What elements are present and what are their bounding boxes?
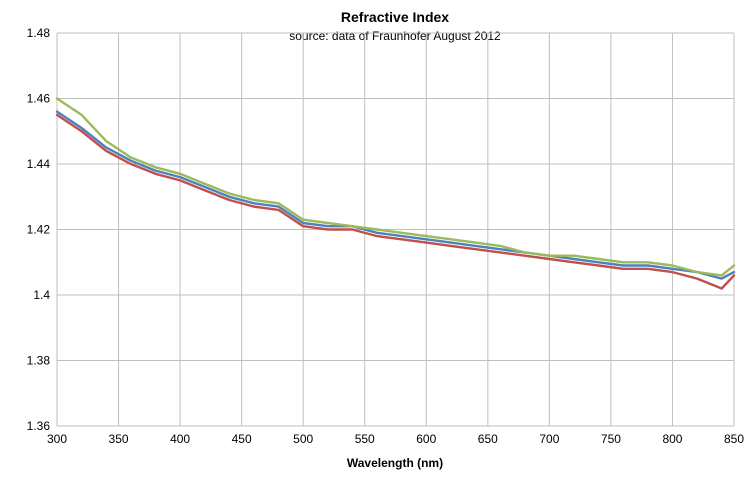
y-tick-label: 1.42 xyxy=(27,223,51,237)
chart-title: Refractive Index xyxy=(341,9,449,25)
x-tick-label: 600 xyxy=(416,432,436,446)
x-axis-label: Wavelength (nm) xyxy=(347,456,443,470)
y-tick-label: 1.36 xyxy=(27,419,51,433)
x-tick-label: 550 xyxy=(355,432,375,446)
y-axis-ticks: 1.36 1.38 1.4 1.42 1.44 1.46 1.48 xyxy=(27,26,51,433)
y-tick-label: 1.46 xyxy=(27,92,51,106)
chart-subtitle: source: data of Fraunhofer August 2012 xyxy=(289,29,501,43)
x-tick-label: 450 xyxy=(232,432,252,446)
x-tick-label: 800 xyxy=(662,432,682,446)
x-tick-label: 850 xyxy=(724,432,744,446)
x-tick-label: 400 xyxy=(170,432,190,446)
data-series xyxy=(55,97,736,290)
y-tick-label: 1.4 xyxy=(33,288,50,302)
x-tick-label: 300 xyxy=(47,432,67,446)
x-tick-label: 500 xyxy=(293,432,313,446)
x-axis-ticks: 300 350 400 450 500 550 600 650 700 750 800 850 xyxy=(47,432,744,446)
x-tick-label: 750 xyxy=(601,432,621,446)
series-line-3 xyxy=(55,97,736,277)
y-tick-label: 1.44 xyxy=(27,157,51,171)
x-tick-label: 650 xyxy=(478,432,498,446)
x-tick-label: 350 xyxy=(109,432,129,446)
series-line-2 xyxy=(55,113,736,290)
y-tick-label: 1.48 xyxy=(27,26,51,40)
series-line-1 xyxy=(55,110,736,280)
x-tick-label: 700 xyxy=(539,432,559,446)
gridlines xyxy=(56,32,735,427)
y-tick-label: 1.38 xyxy=(27,354,51,368)
